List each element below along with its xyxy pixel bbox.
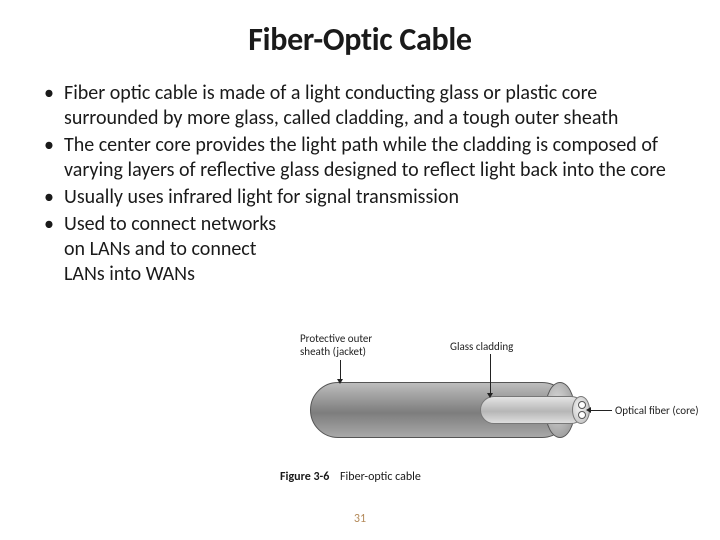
page-number: 31 (0, 512, 720, 526)
figure-number: Figure 3-6 (280, 470, 329, 484)
bullet-text: Fiber optic cable is made of a light con… (64, 81, 618, 130)
bullet-text: Usually uses infrared light for signal t… (64, 185, 459, 209)
list-item: Fiber optic cable is made of a light con… (38, 81, 682, 131)
slide: Fiber-Optic Cable Fiber optic cable is m… (0, 0, 720, 287)
arrow-icon (590, 410, 612, 411)
figure-caption-text: Fiber-optic cable (340, 470, 421, 484)
cable-cladding (480, 396, 585, 424)
arrow-icon (490, 354, 491, 394)
label-core: Optical fiber (core) (615, 404, 699, 417)
bullet-list: Fiber optic cable is made of a light con… (38, 81, 682, 287)
cable-core (578, 401, 586, 409)
list-item: Used to connect networks on LANs and to … (38, 212, 682, 287)
page-title: Fiber-Optic Cable (38, 20, 682, 59)
label-text: Protective outer (300, 332, 372, 345)
label-cladding: Glass cladding (450, 340, 513, 353)
figure-fiber-cable: Protective outer sheath (jacket) Glass c… (280, 330, 710, 500)
list-item: The center core provides the light path … (38, 133, 682, 183)
label-sheath: Protective outer sheath (jacket) (300, 332, 372, 358)
figure-caption: Figure 3-6 Fiber-optic cable (280, 470, 421, 484)
bullet-text: The center core provides the light path … (64, 133, 666, 182)
bullet-text: Used to connect networks on LANs and to … (64, 212, 284, 287)
cable-core (578, 411, 586, 419)
arrow-icon (340, 360, 341, 380)
list-item: Usually uses infrared light for signal t… (38, 185, 682, 210)
label-text: sheath (jacket) (300, 345, 372, 358)
